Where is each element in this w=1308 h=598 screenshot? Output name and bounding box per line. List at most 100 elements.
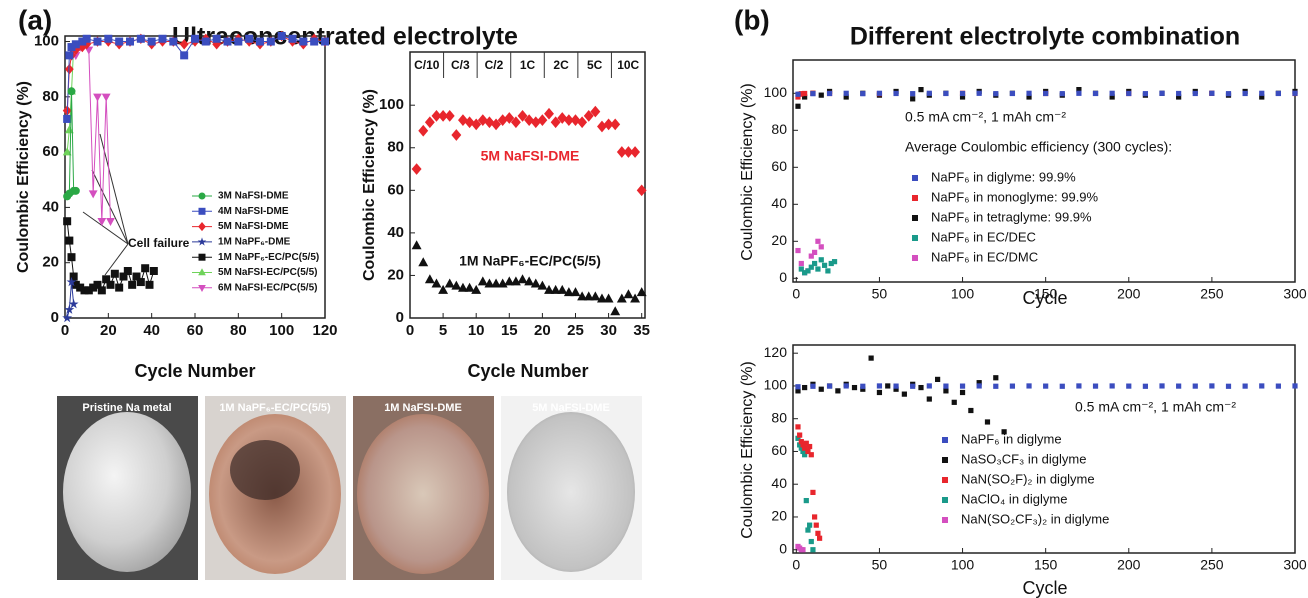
marker [491, 278, 502, 288]
marker [1109, 383, 1115, 389]
legend-label: NaPF₆ in EC/DEC [931, 229, 1036, 244]
marker [1092, 383, 1099, 389]
x-tick-label: 60 [187, 322, 204, 339]
marker [959, 94, 966, 100]
marker [64, 304, 75, 314]
y-tick-label: 0 [779, 540, 787, 556]
marker [110, 269, 119, 278]
marker [795, 91, 801, 97]
marker [795, 424, 801, 430]
marker [93, 280, 102, 289]
panel-label: (a) [18, 4, 52, 35]
marker [93, 93, 102, 102]
photo-label: 1M NaFSI-DME [384, 402, 462, 414]
marker [115, 37, 124, 46]
y-tick-label: 40 [771, 195, 787, 211]
marker [198, 268, 206, 276]
marker [491, 118, 502, 131]
marker [1209, 383, 1215, 389]
marker [795, 435, 801, 441]
marker [610, 306, 621, 316]
marker [1109, 94, 1115, 100]
y-axis-label: Coulombic Efficiency (%) [739, 361, 756, 539]
y-tick-label: 0 [779, 269, 787, 285]
marker [808, 253, 814, 259]
marker [818, 92, 824, 98]
marker [1043, 383, 1049, 389]
marker [68, 298, 79, 309]
y-tick-label: 60 [771, 442, 787, 458]
marker [63, 114, 72, 123]
legend-label: NaPF₆ in tetraglyme: 99.9% [931, 209, 1092, 224]
marker [147, 37, 156, 46]
y-tick-label: 60 [42, 143, 59, 160]
rate-label: C/2 [485, 58, 504, 72]
marker [198, 192, 206, 200]
marker [1225, 91, 1232, 97]
x-tick-label: 120 [312, 322, 337, 339]
marker [816, 535, 823, 541]
plot-frame [792, 344, 1296, 554]
marker [71, 40, 80, 49]
marker [198, 207, 206, 215]
plot-frame [409, 51, 646, 319]
marker [102, 275, 111, 284]
marker [1109, 90, 1115, 96]
marker [630, 146, 641, 158]
x-tick-label: 200 [1117, 557, 1141, 573]
marker [795, 247, 801, 254]
marker [800, 448, 806, 455]
marker [993, 375, 999, 381]
marker [198, 222, 206, 232]
marker [411, 163, 422, 175]
marker [464, 282, 475, 292]
marker [893, 383, 899, 389]
marker [149, 267, 158, 275]
marker [843, 383, 849, 389]
marker [524, 276, 535, 286]
marker [530, 278, 541, 288]
y-tick-label: 100 [34, 32, 59, 49]
marker [926, 383, 932, 389]
y-tick-label: 0 [51, 309, 59, 326]
marker [1142, 383, 1148, 389]
marker [636, 184, 647, 197]
marker [451, 280, 462, 290]
rate-label: 2C [553, 58, 569, 72]
x-tick-label: 200 [1117, 286, 1141, 302]
marker [910, 96, 916, 102]
marker [550, 284, 561, 294]
series-line [66, 282, 75, 319]
marker [104, 34, 113, 43]
marker [67, 43, 76, 52]
marker [106, 280, 115, 289]
marker [893, 90, 899, 97]
marker [1009, 90, 1016, 97]
series-label: 1M NaPF₆-EC/PC(5/5) [459, 253, 601, 269]
marker [803, 497, 809, 504]
annotation: Cell failure [128, 236, 190, 250]
marker [71, 280, 80, 289]
marker [812, 260, 818, 267]
marker [942, 497, 948, 503]
marker [62, 147, 72, 156]
marker [901, 391, 907, 397]
marker [577, 116, 588, 129]
marker [807, 522, 813, 528]
marker [198, 253, 206, 261]
marker [993, 383, 999, 389]
marker [119, 272, 128, 281]
marker [818, 244, 824, 250]
legend-label: NaPF₆ in EC/DMC [931, 249, 1038, 264]
photo-sample [507, 412, 635, 572]
marker [288, 34, 297, 43]
marker [451, 129, 462, 141]
marker [797, 442, 803, 448]
marker [616, 146, 627, 158]
marker [812, 514, 818, 520]
marker [912, 215, 918, 221]
conditions: 0.5 mA cm⁻², 1 mAh cm⁻² [1075, 399, 1236, 415]
marker [616, 293, 627, 303]
x-axis-label: Cycle [1022, 578, 1067, 598]
x-tick-label: 15 [501, 322, 518, 339]
